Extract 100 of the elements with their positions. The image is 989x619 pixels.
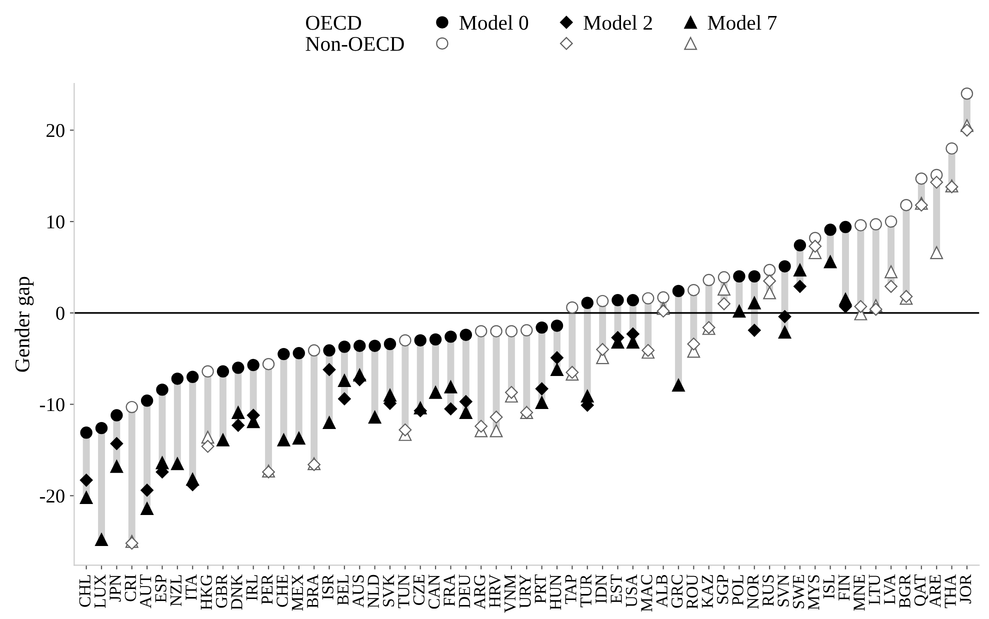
point (536, 321, 548, 334)
point (550, 320, 564, 332)
point (277, 433, 290, 446)
point (232, 418, 245, 432)
point (870, 218, 882, 230)
x-tick-label: CHL (79, 575, 90, 607)
point (672, 284, 685, 298)
y-axis-title: Gender gap (14, 276, 34, 372)
x-tick-label: SWE (792, 575, 804, 608)
point (201, 440, 214, 453)
point (535, 396, 548, 409)
x-tick-label: VNM (504, 574, 516, 613)
y-tick-label: -20 (40, 490, 64, 503)
x-tick-label: NOR (747, 574, 759, 609)
point (687, 338, 700, 350)
x-tick-label: RUS (762, 575, 774, 606)
point (292, 432, 306, 445)
point (778, 326, 792, 339)
legend-label: Model 7 (708, 15, 777, 30)
point (429, 386, 442, 399)
point (702, 274, 715, 286)
x-tick-label: URY (520, 574, 531, 608)
point (748, 324, 761, 337)
x-tick-label: SVN (778, 574, 790, 606)
x-tick-label: MAC (641, 575, 652, 612)
point (399, 334, 412, 346)
x-tick-label: MEX (292, 574, 303, 611)
x-tick-label: KAZ (702, 575, 713, 608)
point (718, 297, 730, 310)
point (95, 422, 108, 434)
point (444, 330, 457, 343)
x-tick-label: AUT (140, 574, 152, 608)
x-tick-label: PRT (534, 574, 546, 604)
x-tick-label: THA (944, 574, 956, 608)
point (854, 219, 867, 232)
point (444, 402, 458, 416)
point (140, 394, 154, 407)
y-tick-label: 0 (56, 306, 64, 320)
point (642, 292, 654, 304)
x-tick-label: JOR (960, 574, 972, 604)
point (808, 240, 822, 253)
point (824, 255, 837, 268)
point (946, 142, 958, 155)
point (550, 351, 564, 364)
x-tick-label: FRA (444, 574, 455, 606)
point (581, 296, 594, 309)
point (444, 380, 458, 394)
point (550, 363, 564, 376)
point (490, 424, 503, 438)
point (566, 301, 578, 314)
point (748, 270, 761, 282)
point (459, 395, 472, 408)
x-tick-label: ROU (686, 574, 698, 609)
point (368, 410, 382, 424)
legend-label: Model 0 (459, 15, 528, 30)
point (338, 392, 351, 406)
point (460, 328, 472, 341)
x-tick-label: ISR (322, 574, 334, 600)
x-tick-label: LTU (868, 574, 880, 605)
point (216, 433, 230, 446)
x-tick-label: POL (732, 575, 744, 606)
x-tick-label: MYS (808, 575, 820, 610)
x-tick-label: TAP (565, 574, 576, 604)
point (900, 198, 912, 212)
x-tick-label: CRI (124, 574, 136, 602)
point (278, 348, 290, 360)
point (854, 300, 868, 313)
x-tick-label: CZE (413, 575, 425, 605)
point (80, 426, 92, 439)
point (110, 409, 123, 422)
x-tick-label: GBR (216, 574, 228, 608)
point (626, 294, 640, 306)
point (732, 304, 746, 318)
x-tick-label: ARG (474, 574, 486, 610)
point (520, 324, 533, 336)
point (778, 260, 791, 272)
point (778, 310, 792, 324)
x-tick-label: SVK (382, 574, 394, 606)
point (140, 484, 154, 497)
x-tick-label: NLD (368, 574, 379, 608)
point (960, 124, 974, 137)
x-tick-label: EST (610, 574, 622, 604)
x-tick-label: IDN (596, 574, 607, 604)
x-tick-label: ITA (186, 574, 197, 600)
y-tick-label: -10 (40, 398, 64, 412)
x-tick-label: BRA (307, 574, 318, 608)
point (656, 304, 670, 318)
x-tick-label: CAN (428, 574, 440, 609)
point (384, 338, 396, 350)
point (110, 460, 124, 473)
x-tick-label: PER (262, 574, 273, 604)
point (170, 457, 184, 470)
point (869, 302, 882, 316)
point (596, 294, 609, 308)
point (247, 358, 260, 372)
point (490, 325, 502, 338)
point (202, 365, 214, 378)
point (688, 284, 700, 296)
point (763, 286, 776, 300)
x-tick-label: GRC (671, 575, 683, 608)
